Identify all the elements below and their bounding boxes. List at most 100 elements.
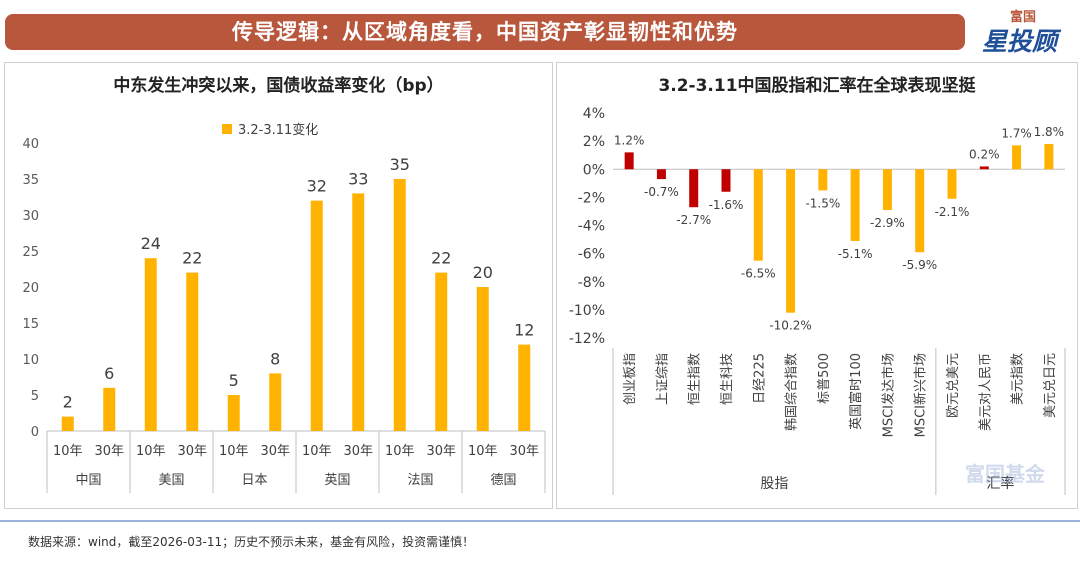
data-label: -6.5%: [741, 267, 776, 281]
bar: [656, 169, 666, 180]
bar: [915, 169, 925, 253]
x-tick-label: 10年: [219, 444, 249, 459]
logo-main-text: 星投顾: [982, 27, 1058, 56]
left-chart-title: 中东发生冲突以来，国债收益率变化（bp）: [113, 76, 444, 96]
y-tick-label: 5: [31, 389, 39, 404]
legend-label: 3.2-3.11变化: [238, 122, 318, 138]
bar: [882, 169, 892, 211]
x-tick-label: MSCI发达市场: [880, 353, 896, 437]
y-tick-label: 0: [31, 425, 39, 440]
bar: [624, 152, 634, 170]
data-label: -2.1%: [935, 205, 970, 219]
group-label: 汇率: [986, 475, 1014, 492]
x-tick-label: 30年: [260, 444, 290, 459]
bar: [186, 272, 199, 431]
y-tick-label: -12%: [569, 331, 605, 347]
x-tick-label: 30年: [426, 444, 456, 459]
left-chart-panel: 中东发生冲突以来，国债收益率变化（bp） 3.2-3.11变化 0 5 10 15 20 2…: [4, 62, 553, 509]
data-label: 1.8%: [1034, 125, 1065, 139]
data-label: 22: [182, 249, 202, 268]
data-label: 8: [270, 349, 280, 368]
data-label: 32: [307, 177, 327, 196]
bar: [476, 287, 489, 431]
data-label: 35: [390, 155, 410, 174]
bar: [144, 258, 157, 431]
x-tick-label: MSCI新兴市场: [913, 353, 929, 437]
y-tick-label: 4%: [583, 106, 605, 122]
bar: [61, 416, 74, 431]
bar: [310, 200, 323, 431]
bar: [753, 169, 763, 261]
group-label: 股指: [760, 476, 788, 492]
y-tick-label: 35: [22, 173, 39, 188]
bar: [818, 169, 828, 191]
y-tick-label: -10%: [569, 303, 605, 319]
data-label: 24: [141, 234, 161, 253]
bar: [979, 166, 989, 170]
right-chart-panel: 3.2-3.11中国股指和汇率在全球表现坚挺 4% 2% 0% -2% -4% -6% -8…: [556, 62, 1078, 509]
title-banner: 传导逻辑：从区域角度看，中国资产彰显韧性和优势: [5, 14, 965, 50]
x-tick-label: 美元对人民币: [978, 353, 993, 431]
data-label: -2.9%: [870, 216, 905, 230]
data-label: 12: [514, 321, 534, 340]
group-label: 美国: [158, 473, 184, 488]
y-tick-label: 2%: [583, 134, 605, 150]
logo-top-text: 富国: [1010, 10, 1037, 25]
x-tick-label: 日经225: [752, 353, 767, 404]
data-label: 2: [63, 393, 73, 412]
x-tick-label: 30年: [509, 444, 539, 459]
bar: [947, 169, 957, 199]
data-label: -0.7%: [644, 185, 679, 199]
x-tick-label: 欧元兑美元: [946, 353, 961, 418]
x-tick-label: 美元指数: [1011, 353, 1026, 405]
data-label: 33: [348, 169, 368, 188]
x-tick-label: 恒生科技: [720, 353, 735, 405]
banner-title: 传导逻辑：从区域角度看，中国资产彰显韧性和优势: [232, 20, 738, 44]
x-tick-label: 10年: [385, 444, 415, 459]
x-tick-label: 英国富时100: [848, 353, 864, 430]
x-tick-label: 恒生指数: [688, 353, 703, 405]
x-tick-label: 创业板指: [623, 353, 638, 405]
watermark-text: 富国基金: [965, 462, 1045, 486]
right-chart-title: 3.2-3.11中国股指和汇率在全球表现坚挺: [658, 76, 976, 96]
footer-note: 数据来源：wind，截至2026-03-11；历史不预示未来，基金有风险，投资需…: [28, 535, 475, 549]
x-tick-label: 30年: [94, 444, 124, 459]
data-label: -1.6%: [709, 198, 744, 212]
data-label: 5: [229, 371, 239, 390]
bar: [435, 272, 448, 431]
data-label: 22: [431, 249, 451, 268]
y-tick-label: -6%: [578, 247, 605, 263]
bar: [393, 179, 406, 431]
data-label: 6: [104, 364, 114, 383]
data-label: -5.9%: [902, 258, 937, 272]
y-tick-label: 0%: [583, 162, 605, 178]
group-label: 英国: [324, 473, 350, 488]
bar: [269, 373, 282, 431]
data-label: 0.2%: [969, 147, 1000, 161]
right-chart-svg: 4% 2% 0% -2% -4% -6% -8% -10% -12% 1.2% 创业板指 -0.7% 上…: [569, 106, 1066, 495]
brand-logo: 富国 星投顾: [968, 4, 1078, 56]
x-tick-label: 10年: [136, 444, 166, 459]
group-label: 日本: [241, 473, 267, 488]
x-tick-label: 10年: [53, 444, 83, 459]
data-label: -5.1%: [838, 247, 873, 261]
bar: [1044, 143, 1054, 170]
group-label: 中国: [75, 473, 101, 488]
x-tick-label: 上证综指: [655, 353, 670, 405]
y-tick-label: 20: [22, 281, 39, 296]
x-tick-label: 30年: [177, 444, 207, 459]
bar: [103, 387, 116, 431]
y-tick-label: -4%: [578, 219, 605, 235]
bar: [1012, 145, 1022, 170]
y-tick-label: -8%: [578, 275, 605, 291]
legend-swatch: [222, 124, 232, 134]
x-tick-label: 标普500: [817, 353, 832, 404]
data-label: 1.2%: [614, 133, 645, 147]
x-tick-label: 美元兑日元: [1043, 353, 1058, 418]
left-chart-svg: 3.2-3.11变化 0 5 10 15 20 25 30 35 40 2 10年 6 30年 24 10年 2…: [22, 122, 546, 493]
bar: [518, 344, 531, 431]
bar: [721, 169, 731, 192]
x-tick-label: 10年: [302, 444, 332, 459]
footer-divider: [0, 520, 1080, 522]
data-label: 20: [473, 263, 493, 282]
